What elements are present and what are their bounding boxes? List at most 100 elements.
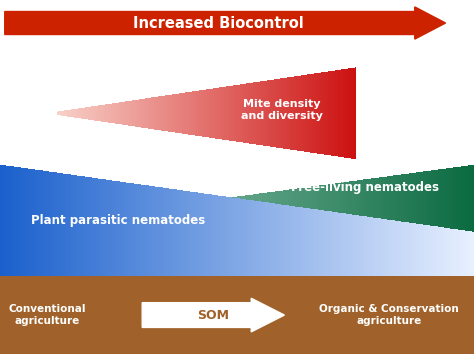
Bar: [129, 183, 131, 276]
Bar: [130, 101, 131, 126]
Bar: [73, 175, 74, 276]
FancyBboxPatch shape: [0, 276, 474, 354]
Bar: [72, 109, 73, 117]
Bar: [342, 69, 343, 157]
Bar: [346, 182, 347, 214]
Bar: [96, 178, 98, 276]
Bar: [332, 71, 333, 156]
Bar: [202, 90, 203, 137]
Bar: [290, 77, 291, 149]
Bar: [456, 229, 458, 276]
Bar: [81, 176, 82, 276]
Bar: [259, 194, 261, 201]
Bar: [439, 227, 441, 276]
Bar: [318, 185, 319, 210]
Bar: [331, 71, 332, 156]
Bar: [80, 108, 81, 119]
Bar: [83, 108, 84, 119]
Bar: [90, 177, 91, 276]
Bar: [95, 106, 96, 121]
Bar: [228, 86, 229, 141]
Bar: [423, 225, 425, 276]
Bar: [319, 73, 320, 154]
Bar: [232, 197, 234, 198]
Bar: [118, 102, 119, 124]
Bar: [43, 171, 44, 276]
Bar: [408, 222, 409, 276]
Bar: [203, 90, 204, 137]
Bar: [338, 70, 339, 157]
Bar: [417, 224, 419, 276]
Bar: [345, 182, 346, 213]
Bar: [169, 95, 170, 132]
Bar: [11, 166, 13, 276]
Bar: [311, 74, 312, 153]
Bar: [441, 227, 442, 276]
Bar: [341, 182, 343, 213]
Bar: [264, 81, 265, 146]
Bar: [125, 182, 127, 276]
Bar: [147, 98, 148, 129]
Bar: [245, 84, 246, 143]
Bar: [428, 171, 430, 225]
Bar: [215, 195, 217, 276]
Bar: [325, 72, 326, 155]
Bar: [397, 175, 398, 221]
Bar: [385, 177, 387, 219]
Bar: [283, 205, 284, 276]
Bar: [82, 176, 84, 276]
Bar: [74, 175, 76, 276]
Bar: [257, 194, 259, 201]
Bar: [201, 193, 202, 276]
Bar: [406, 174, 408, 222]
Bar: [393, 176, 395, 221]
Bar: [291, 77, 292, 150]
Bar: [16, 167, 18, 276]
Bar: [76, 109, 77, 118]
Bar: [187, 92, 188, 135]
Bar: [180, 190, 182, 276]
Bar: [98, 178, 100, 276]
Bar: [280, 191, 281, 204]
Bar: [374, 218, 376, 276]
Bar: [431, 226, 433, 276]
Bar: [455, 167, 456, 229]
Bar: [286, 78, 287, 149]
Bar: [174, 94, 175, 132]
Bar: [209, 89, 210, 138]
Bar: [238, 85, 239, 142]
Bar: [319, 185, 321, 210]
Bar: [68, 174, 70, 276]
Bar: [251, 195, 253, 200]
Bar: [88, 107, 89, 120]
Bar: [269, 80, 270, 147]
Bar: [267, 202, 269, 276]
Bar: [263, 81, 264, 145]
Bar: [230, 86, 231, 141]
Bar: [373, 217, 374, 276]
Bar: [347, 214, 349, 276]
Bar: [240, 196, 242, 199]
Bar: [463, 166, 465, 230]
Bar: [28, 169, 30, 276]
Bar: [275, 192, 276, 204]
Bar: [441, 169, 442, 227]
Bar: [114, 103, 115, 124]
Bar: [24, 168, 25, 276]
Bar: [236, 198, 237, 276]
Bar: [65, 110, 66, 116]
Bar: [3, 165, 5, 276]
Bar: [345, 213, 346, 276]
FancyArrow shape: [142, 298, 284, 332]
Bar: [318, 73, 319, 154]
Bar: [379, 177, 381, 218]
Bar: [208, 89, 209, 137]
Bar: [182, 93, 183, 133]
Bar: [449, 168, 450, 228]
Bar: [422, 224, 423, 276]
Bar: [229, 86, 230, 141]
Bar: [144, 99, 145, 128]
Bar: [295, 76, 296, 150]
Bar: [340, 183, 341, 213]
Bar: [409, 223, 411, 276]
